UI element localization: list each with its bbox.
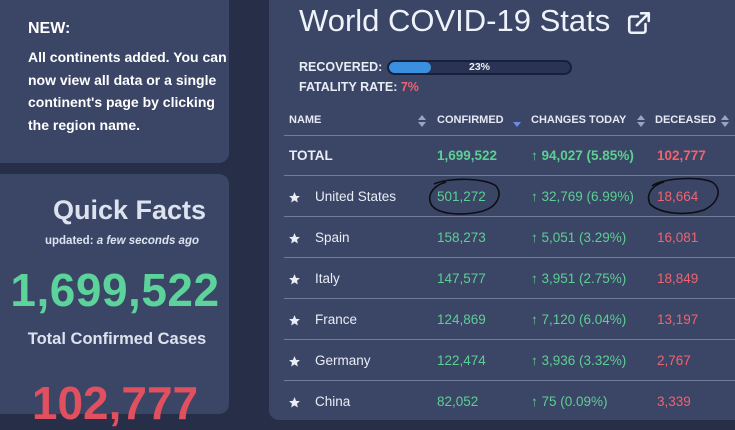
country-change: ↑ 32,769 (6.99%) <box>531 189 634 204</box>
annotation-circle <box>647 177 719 215</box>
total-change: ↑ 94,027 (5.85%) <box>531 148 634 163</box>
quick-facts-title: Quick Facts <box>52 195 207 225</box>
total-deceased: 102,777 <box>657 148 706 163</box>
country-change: ↑ 7,120 (6.04%) <box>531 312 627 327</box>
divider <box>284 380 735 381</box>
divider <box>284 175 735 176</box>
country-deceased: 3,339 <box>657 394 691 409</box>
news-card <box>0 0 229 163</box>
fatality-rate: FATALITY RATE: 7% <box>299 80 419 94</box>
annotation-circle <box>428 178 500 215</box>
total-name: TOTAL <box>289 148 333 163</box>
column-header-deceased[interactable]: DECEASED <box>655 114 717 126</box>
sort-up-down-icon[interactable] <box>636 114 646 128</box>
news-body: All continents added. You can now view a… <box>28 49 227 133</box>
fatality-value: 7% <box>400 80 419 94</box>
country-deceased: 18,664 <box>657 189 699 204</box>
fatality-label: FATALITY RATE: <box>299 80 398 94</box>
column-header-name[interactable]: NAME <box>289 114 322 126</box>
country-confirmed: 501,272 <box>437 189 486 204</box>
country-confirmed: 147,577 <box>437 271 486 286</box>
page-title: World COVID-19 Stats <box>299 3 611 38</box>
country-change: ↑ 3,951 (2.75%) <box>531 271 627 286</box>
country-deceased: 18,849 <box>657 271 699 286</box>
column-header-changes-today[interactable]: CHANGES TODAY <box>531 114 627 126</box>
divider <box>284 339 735 340</box>
quick-facts-card <box>0 174 229 414</box>
star-icon[interactable] <box>288 314 301 327</box>
star-icon[interactable] <box>288 191 301 204</box>
divider <box>284 257 735 258</box>
total-confirmed-label: Total Confirmed Cases <box>27 330 207 348</box>
country-deceased: 13,197 <box>657 312 699 327</box>
sort-desc-icon[interactable] <box>512 114 522 128</box>
recovered-label: RECOVERED: <box>299 60 383 74</box>
divider <box>284 216 735 217</box>
divider <box>284 135 735 136</box>
star-icon[interactable] <box>288 232 301 245</box>
total-confirmed: 1,699,522 <box>437 148 498 163</box>
updated-label: updated: <box>44 235 94 247</box>
country-deceased: 2,767 <box>657 353 691 368</box>
country-change: ↑ 5,051 (3.29%) <box>531 230 627 245</box>
recovered-progress-fill <box>389 62 431 73</box>
news-title: NEW: <box>28 20 71 37</box>
country-confirmed: 124,869 <box>437 312 486 327</box>
sort-up-down-icon[interactable] <box>417 114 427 128</box>
country-confirmed: 122,474 <box>437 353 486 368</box>
star-icon[interactable] <box>288 355 301 368</box>
country-name[interactable]: China <box>315 394 351 409</box>
divider <box>284 298 735 299</box>
updated-value: a few seconds ago <box>96 235 200 247</box>
column-header-confirmed[interactable]: CONFIRMED <box>437 114 504 126</box>
country-name[interactable]: Italy <box>315 271 340 286</box>
star-icon[interactable] <box>288 396 301 409</box>
country-confirmed: 158,273 <box>437 230 486 245</box>
country-confirmed: 82,052 <box>437 394 479 409</box>
country-name[interactable]: United States <box>315 189 397 204</box>
country-deceased: 16,081 <box>657 230 699 245</box>
total-confirmed-value: 1,699,522 <box>10 264 220 316</box>
country-change: ↑ 75 (0.09%) <box>531 394 608 409</box>
country-name[interactable]: Spain <box>315 230 350 245</box>
country-name[interactable]: Germany <box>315 353 371 368</box>
total-deaths-value: 102,777 <box>31 377 199 429</box>
quick-facts-updated: updated: a few seconds ago <box>0 235 244 247</box>
country-name[interactable]: France <box>315 312 358 327</box>
country-change: ↑ 3,936 (3.32%) <box>531 353 627 368</box>
sort-up-down-icon[interactable] <box>720 114 730 128</box>
external-link-icon[interactable] <box>626 10 652 36</box>
recovered-progress-bar <box>387 60 572 75</box>
recovered-percent: 23% <box>468 61 490 73</box>
star-icon[interactable] <box>288 273 301 286</box>
